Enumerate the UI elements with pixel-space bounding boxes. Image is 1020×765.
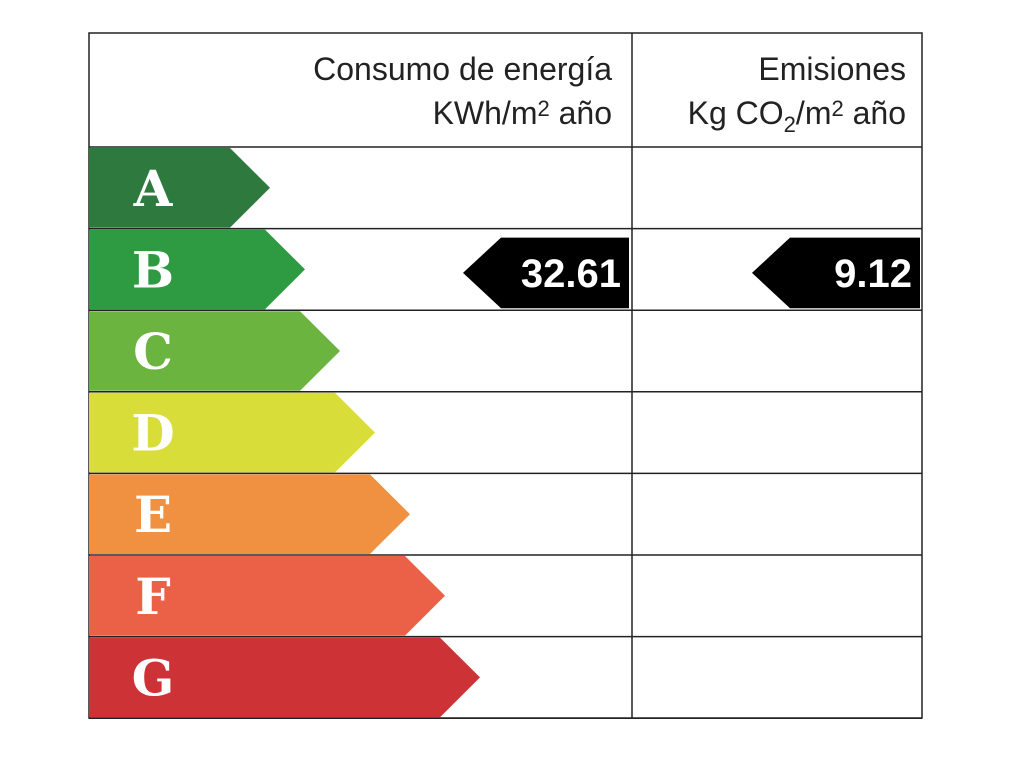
rating-letter: C	[133, 322, 173, 381]
unit-text: año	[550, 95, 612, 131]
unit-sup: 2	[537, 96, 549, 121]
unit-sup: 2	[831, 96, 843, 121]
rating-arrow	[89, 148, 270, 228]
rating-arrow	[89, 556, 445, 636]
unit-text: Kg CO	[688, 95, 784, 131]
value-arrow	[463, 237, 629, 309]
rating-letter: B	[132, 240, 174, 299]
rating-arrow	[89, 229, 305, 310]
unit-sub: 2	[784, 112, 796, 137]
emissions-unit: Kg CO2/m2 año	[688, 95, 906, 137]
unit-text: año	[844, 95, 906, 131]
consumption-header: Consumo de energía	[313, 51, 612, 87]
value-arrow	[752, 237, 920, 309]
rating-arrow	[89, 392, 375, 473]
value-label: 9.12	[834, 252, 912, 296]
rating-letter: D	[131, 404, 174, 463]
unit-text: /m	[796, 95, 832, 131]
rating-arrow	[89, 311, 340, 391]
value-label: 32.61	[521, 252, 621, 296]
unit-text: KWh/m	[433, 95, 538, 131]
rating-arrow	[89, 474, 410, 554]
rating-letter: G	[132, 648, 175, 707]
emissions-header: Emisiones	[758, 51, 906, 87]
rating-letter: E	[134, 485, 172, 544]
rating-letter: A	[133, 159, 174, 218]
rating-arrow	[89, 637, 480, 718]
rating-letter: F	[135, 567, 171, 626]
consumption-unit: KWh/m2 año	[433, 95, 612, 131]
